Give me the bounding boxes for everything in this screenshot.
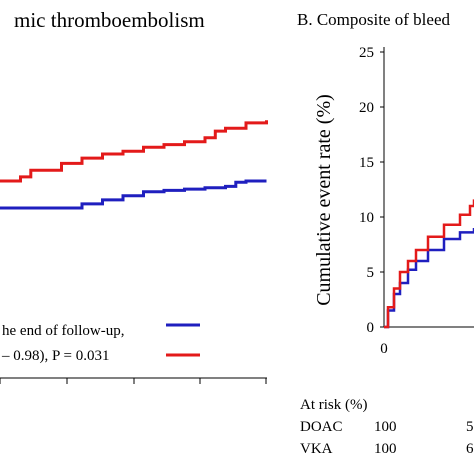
- at-risk-table: At risk (%) DOAC 100 5 VKA 100 6: [300, 397, 474, 457]
- panel-b-y-tick-label-0: 0: [367, 320, 375, 336]
- panel-a-series-doac-line: [0, 179, 267, 210]
- panel-b-y-tick-label-20: 20: [359, 100, 374, 116]
- at-risk-row-label-vka: VKA: [300, 441, 333, 457]
- panel-b-y-tick-label-10: 10: [359, 210, 374, 226]
- at-risk-doac-value-0: 100: [374, 419, 397, 435]
- panel-a-legend-line-2: – 0.98), P = 0.031: [1, 348, 110, 364]
- at-risk-vka-value-0: 100: [374, 441, 397, 457]
- panel-a-series: [0, 120, 268, 210]
- panel-a-legend-line-1: he end of follow-up,: [2, 323, 124, 339]
- at-risk-doac-value-1: 5: [466, 419, 474, 435]
- at-risk-heading: At risk (%): [300, 397, 368, 413]
- panel-a-series-vka-line: [0, 120, 268, 183]
- at-risk-vka-value-1: 6: [466, 441, 474, 457]
- panel-b-y-axis-label: Cumulative event rate (%): [313, 94, 335, 306]
- panel-b-y-tick-label-15: 15: [359, 155, 374, 171]
- at-risk-row-label-doac: DOAC: [300, 419, 343, 435]
- panel-b-title: B. Composite of bleed: [297, 10, 450, 29]
- panel-b-series: [384, 199, 474, 329]
- panel-b-y-tick-label-5: 5: [367, 265, 375, 281]
- panel-a-title: mic thromboembolism: [14, 8, 205, 32]
- panel-b-x-tick-label: 0: [380, 341, 388, 357]
- panel-b-y-ticks: 0 5 10 15 20 25: [359, 45, 384, 336]
- panel-b: B. Composite of bleed Cumulative event r…: [297, 10, 474, 357]
- panel-a: mic thromboembolism he end of follow-up,…: [0, 8, 268, 384]
- panel-b-series-doac-line: [384, 228, 474, 329]
- panel-a-x-ticks: [0, 378, 267, 384]
- panel-b-series-vka-line: [384, 199, 474, 329]
- panel-b-y-tick-label-25: 25: [359, 45, 374, 61]
